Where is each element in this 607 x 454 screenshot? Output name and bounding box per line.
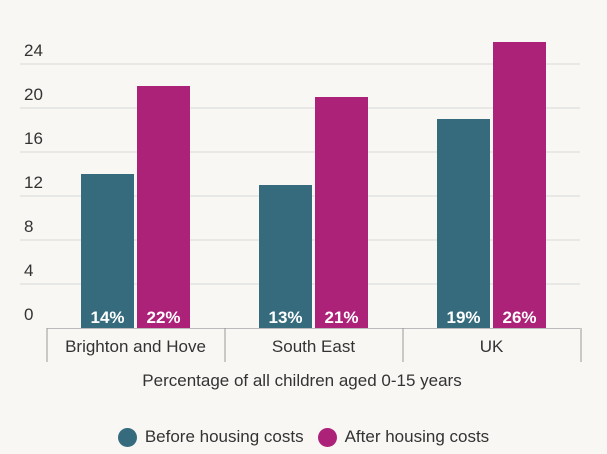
data-label: 14% — [90, 308, 124, 327]
legend-label-after: After housing costs — [344, 427, 490, 446]
category-label: UK — [480, 337, 504, 356]
y-tick-label: 8 — [24, 217, 33, 236]
data-label: 22% — [146, 308, 180, 327]
data-labels: 14% 22% 13% 21% 19% 26% — [90, 308, 536, 327]
x-axis: Brighton and Hove South East UK — [46, 328, 582, 362]
bar-before-1 — [259, 185, 312, 328]
legend-item-before: Before housing costs — [117, 427, 304, 447]
y-tick-label: 4 — [24, 261, 33, 280]
data-label: 13% — [268, 308, 302, 327]
category-label: South East — [272, 337, 355, 356]
x-axis-label: Percentage of all children aged 0-15 yea… — [142, 371, 461, 390]
y-axis-ticks: 0 4 8 12 16 20 24 — [24, 41, 43, 324]
legend-swatch-before — [117, 427, 137, 447]
legend: Before housing costs After housing costs — [0, 424, 607, 450]
data-label: 21% — [324, 308, 358, 327]
bar-before-0 — [81, 174, 134, 328]
data-label: 26% — [502, 308, 536, 327]
y-tick-label: 24 — [24, 41, 43, 60]
y-tick-label: 0 — [24, 305, 33, 324]
bar-before-2 — [437, 119, 490, 328]
y-tick-label: 20 — [24, 85, 43, 104]
bar-after-1 — [315, 97, 368, 328]
category-label: Brighton and Hove — [65, 337, 206, 356]
bar-chart: 0 4 8 12 16 20 24 14% 22% 13% 21% 19% 26% Brighton … — [20, 41, 582, 390]
legend-item-after: After housing costs — [317, 427, 490, 447]
y-tick-label: 12 — [24, 173, 43, 192]
y-tick-label: 16 — [24, 129, 43, 148]
bar-after-0 — [137, 86, 190, 328]
bar-after-2 — [493, 42, 546, 328]
data-label: 19% — [446, 308, 480, 327]
legend-label-before: Before housing costs — [144, 427, 304, 446]
bars — [81, 42, 546, 328]
legend-swatch-after — [317, 427, 337, 447]
